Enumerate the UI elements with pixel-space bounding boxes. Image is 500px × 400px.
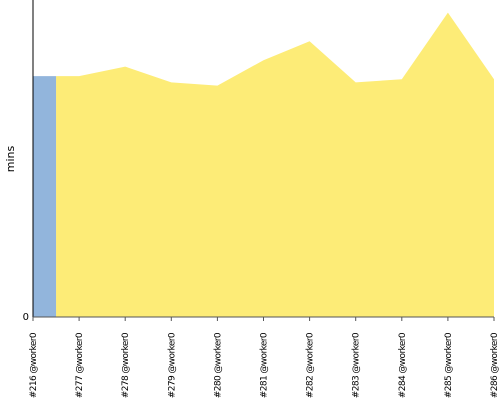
- x-tick-label-6: #282 @worker0: [306, 332, 316, 398]
- x-tick-label-5: #281 @worker0: [260, 332, 270, 398]
- x-tick-label-1: #277 @worker0: [75, 332, 85, 398]
- x-tick-label-0: #216 @worker0: [29, 332, 39, 398]
- x-tick-label-8: #284 @worker0: [398, 332, 408, 398]
- y-axis-ticks: 0: [23, 312, 29, 323]
- y-axis-title: mins: [4, 145, 17, 172]
- x-tick-label-3: #279 @worker0: [167, 332, 177, 398]
- x-tick-label-7: #283 @worker0: [352, 332, 362, 398]
- x-tick-label-10: #286 @worker0: [490, 332, 500, 398]
- y-tick-label-0: 0: [23, 312, 29, 323]
- x-tick-label-4: #280 @worker0: [213, 332, 223, 398]
- plot-area: [33, 12, 495, 318]
- highlight-area-first-build: [33, 76, 57, 317]
- x-axis-ticks: #216 @worker0 #277 @worker0 #278 @worker0 #…: [29, 317, 500, 398]
- x-tick-label-9: #285 @worker0: [444, 332, 454, 398]
- x-tick-label-2: #278 @worker0: [121, 332, 131, 398]
- series-area: [56, 12, 495, 318]
